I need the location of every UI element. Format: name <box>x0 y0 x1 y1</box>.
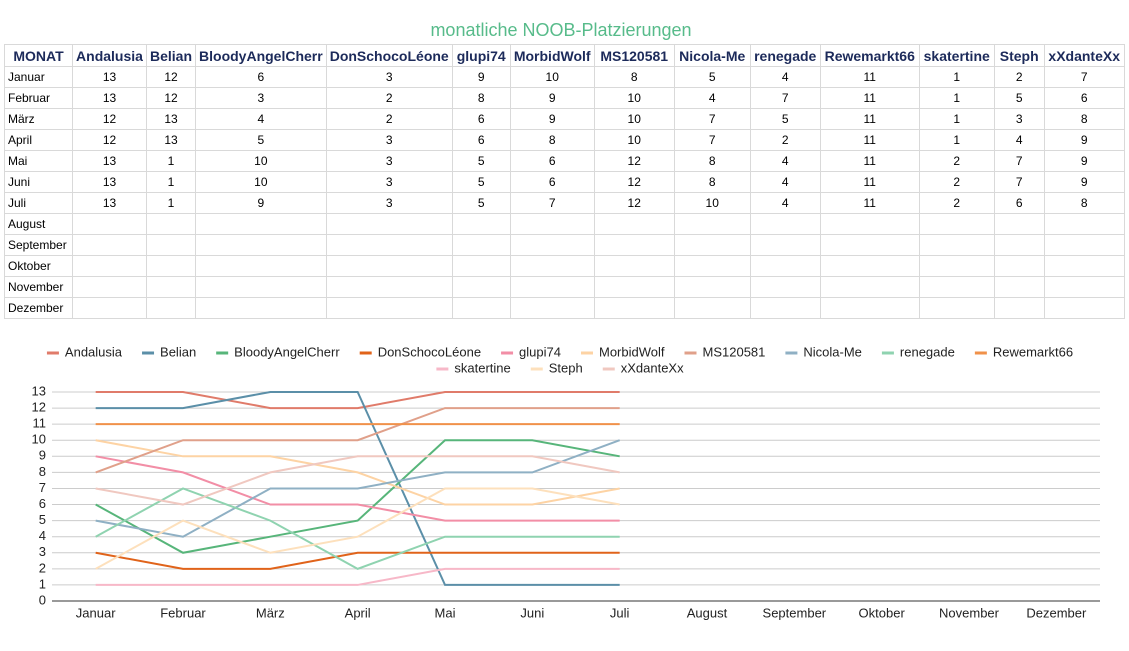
header-cell: MS120581 <box>593 44 675 67</box>
y-tick-label: 9 <box>39 448 46 463</box>
series-line <box>95 551 620 570</box>
month-cell: Januar <box>4 66 73 88</box>
series-line <box>95 455 620 506</box>
series-line <box>95 439 621 538</box>
header-cell: renegade <box>749 44 821 67</box>
y-tick-label: 11 <box>33 416 47 431</box>
value-cell: 12 <box>593 150 675 172</box>
legend-label: MS120581 <box>703 344 766 359</box>
series-line <box>95 439 620 554</box>
legend-label: renegade <box>900 344 955 359</box>
month-cell: Oktober <box>4 255 73 277</box>
y-tick-label: 8 <box>39 464 46 479</box>
table-row: Juni 13 1 10 3 5 6 12 8 4 11 2 7 9 <box>4 171 1125 193</box>
x-tick-label: August <box>687 605 728 620</box>
y-tick-label: 7 <box>39 480 46 495</box>
empty-cell <box>325 297 453 319</box>
legend-label: Belian <box>160 344 196 359</box>
x-tick-label: Juli <box>610 605 630 620</box>
y-tick-label: 2 <box>39 560 46 575</box>
header-cell: MONAT <box>4 44 73 67</box>
series-line <box>95 567 620 586</box>
x-tick-label: März <box>256 605 285 620</box>
y-tick-label: 6 <box>39 496 46 511</box>
table-row: April 12 13 5 3 6 8 10 7 2 11 1 4 9 <box>4 129 1125 151</box>
series-line <box>95 439 620 506</box>
series-line <box>95 455 620 522</box>
y-tick-label: 10 <box>32 432 46 447</box>
y-tick-label: 13 <box>32 383 46 398</box>
legend-label: BloodyAngelCherr <box>234 344 340 359</box>
value-cell: 10 <box>195 150 327 172</box>
x-tick-label: Mai <box>435 605 456 620</box>
header-cell: Nicola-Me <box>673 44 751 67</box>
table-row: Mai 13 1 10 3 5 6 12 8 4 11 2 7 9 <box>4 150 1125 172</box>
legend-label: DonSchocoLéone <box>378 344 481 359</box>
x-tick-label: September <box>763 605 827 620</box>
series-line <box>95 407 620 474</box>
chart-title: monatliche NOOB-Platzierungen <box>430 20 692 40</box>
y-tick-label: 1 <box>39 576 46 591</box>
x-tick-label: Juni <box>520 605 544 620</box>
y-tick-label: 12 <box>32 400 46 415</box>
table-row: Oktober <box>4 255 1125 277</box>
value-cell: 11 <box>819 150 920 172</box>
header-row: MONAT Andalusia Belian BloodyAngelCherr DonS… <box>4 44 1125 67</box>
empty-cell <box>145 297 197 319</box>
table-row: Dezember <box>4 297 1125 319</box>
legend-label: xXdanteXx <box>621 360 684 375</box>
series-line <box>95 391 620 586</box>
empty-cell <box>1043 297 1125 319</box>
x-tick-label: Februar <box>160 605 206 620</box>
value-cell: 1 <box>145 192 197 214</box>
legend-label: Steph <box>549 360 583 375</box>
data-table: MONAT Andalusia Belian BloodyAngelCherr DonS… <box>4 44 1125 319</box>
y-tick-label: 3 <box>39 544 46 559</box>
table-row: August <box>4 213 1125 235</box>
series-line <box>95 487 620 570</box>
y-tick-label: 5 <box>39 512 46 527</box>
x-tick-label: April <box>345 605 371 620</box>
header-cell: Rewemarkt66 <box>819 44 920 67</box>
legend-label: Rewemarkt66 <box>993 344 1073 359</box>
x-tick-label: Januar <box>76 605 116 620</box>
month-cell: November <box>4 276 73 298</box>
x-tick-label: Dezember <box>1026 605 1087 620</box>
header-cell: glupi74 <box>451 44 511 67</box>
x-tick-label: Oktober <box>859 605 906 620</box>
value-cell: 13 <box>72 150 147 172</box>
header-cell: Andalusia <box>72 44 147 67</box>
month-cell: Juni <box>4 171 73 193</box>
header-cell: Belian <box>145 44 197 67</box>
series-line <box>95 487 620 570</box>
legend-label: glupi74 <box>519 344 561 359</box>
table-row: September <box>4 234 1125 256</box>
y-tick-label: 4 <box>39 528 46 543</box>
legend-label: skatertine <box>454 360 510 375</box>
legend-label: Andalusia <box>65 344 123 359</box>
month-cell: Dezember <box>4 297 73 319</box>
series-line <box>95 391 620 410</box>
legend-label: Nicola-Me <box>803 344 862 359</box>
value-cell: 13 <box>145 129 197 151</box>
x-tick-label: November <box>939 605 1000 620</box>
y-tick-label: 0 <box>39 592 46 607</box>
legend-label: MorbidWolf <box>599 344 665 359</box>
